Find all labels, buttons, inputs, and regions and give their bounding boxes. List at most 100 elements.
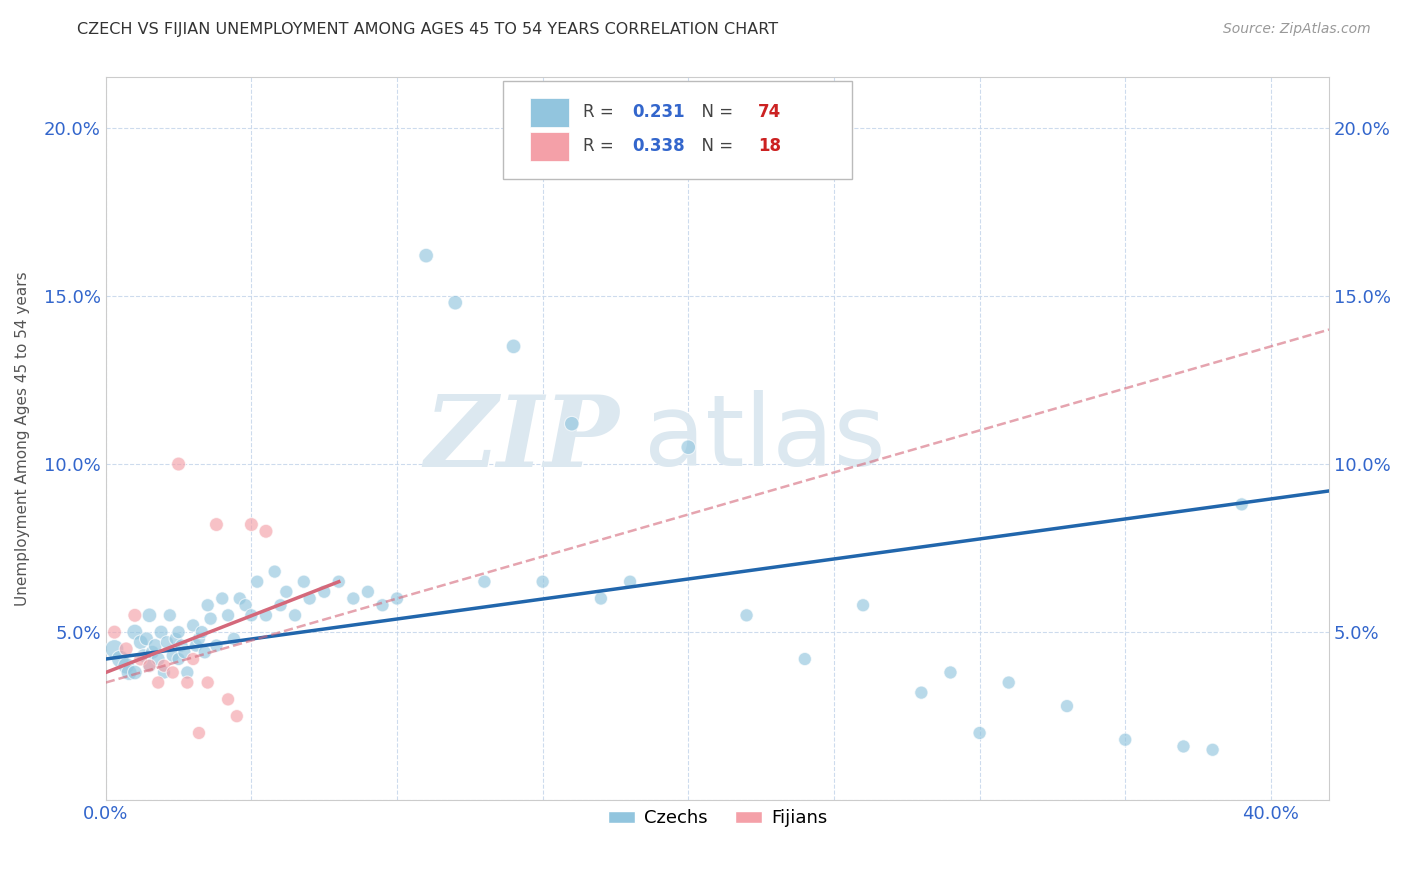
Point — [502, 339, 524, 353]
Point — [254, 608, 277, 623]
Point — [162, 648, 184, 663]
Point — [240, 608, 263, 623]
Point — [298, 591, 321, 606]
Point — [153, 658, 176, 673]
Point — [371, 599, 394, 613]
Point — [969, 726, 991, 740]
Point — [129, 652, 152, 666]
Point — [162, 665, 184, 680]
Point — [997, 675, 1019, 690]
Text: ZIP: ZIP — [425, 391, 620, 487]
Point — [1201, 743, 1223, 757]
Point — [181, 618, 204, 632]
Point — [141, 645, 163, 659]
Legend: Czechs, Fijians: Czechs, Fijians — [600, 802, 834, 835]
Point — [939, 665, 962, 680]
Point — [176, 675, 198, 690]
Point — [235, 599, 257, 613]
Point — [110, 652, 132, 666]
Point — [184, 639, 207, 653]
Text: 0.338: 0.338 — [631, 137, 685, 155]
Point — [124, 625, 146, 640]
Text: CZECH VS FIJIAN UNEMPLOYMENT AMONG AGES 45 TO 54 YEARS CORRELATION CHART: CZECH VS FIJIAN UNEMPLOYMENT AMONG AGES … — [77, 22, 779, 37]
Point — [276, 584, 298, 599]
Point — [225, 709, 247, 723]
Point — [150, 625, 173, 640]
Point — [793, 652, 815, 666]
FancyBboxPatch shape — [503, 81, 852, 178]
Point — [229, 591, 252, 606]
Text: R =: R = — [583, 103, 619, 121]
Point — [1230, 497, 1253, 511]
Point — [205, 639, 228, 653]
Point — [205, 517, 228, 532]
Point — [415, 249, 437, 263]
Text: N =: N = — [690, 137, 738, 155]
Text: Source: ZipAtlas.com: Source: ZipAtlas.com — [1223, 22, 1371, 37]
Point — [103, 642, 125, 657]
Point — [217, 608, 239, 623]
Point — [1056, 699, 1078, 714]
Point — [132, 648, 155, 663]
Point — [474, 574, 496, 589]
Point — [194, 645, 217, 659]
Point — [444, 295, 467, 310]
Point — [115, 658, 138, 673]
Point — [910, 686, 932, 700]
Point — [173, 645, 195, 659]
Point — [170, 639, 193, 653]
Point — [328, 574, 350, 589]
Point — [197, 599, 219, 613]
Text: atlas: atlas — [644, 391, 886, 487]
Point — [165, 632, 187, 646]
Point — [357, 584, 380, 599]
Point — [124, 665, 146, 680]
Point — [176, 665, 198, 680]
Point — [188, 632, 211, 646]
Point — [153, 665, 176, 680]
FancyBboxPatch shape — [530, 132, 569, 161]
Point — [118, 665, 141, 680]
Point — [167, 457, 190, 471]
Point — [619, 574, 641, 589]
Text: 18: 18 — [758, 137, 780, 155]
Point — [531, 574, 554, 589]
Point — [270, 599, 292, 613]
Y-axis label: Unemployment Among Ages 45 to 54 years: Unemployment Among Ages 45 to 54 years — [15, 271, 30, 607]
Point — [197, 675, 219, 690]
Point — [1114, 732, 1136, 747]
Point — [129, 635, 152, 649]
Point — [735, 608, 758, 623]
Point — [159, 608, 181, 623]
Point — [124, 608, 146, 623]
Point — [156, 635, 179, 649]
Point — [678, 440, 700, 454]
Point — [240, 517, 263, 532]
Point — [217, 692, 239, 706]
Text: 0.231: 0.231 — [631, 103, 685, 121]
Text: N =: N = — [690, 103, 738, 121]
Point — [138, 658, 160, 673]
Point — [135, 632, 157, 646]
Text: R =: R = — [583, 137, 619, 155]
Point — [115, 642, 138, 657]
Point — [148, 652, 170, 666]
Point — [188, 726, 211, 740]
Point — [284, 608, 307, 623]
Point — [589, 591, 612, 606]
Point — [314, 584, 336, 599]
Point — [254, 524, 277, 539]
Point — [103, 625, 125, 640]
Point — [138, 658, 160, 673]
Point — [342, 591, 364, 606]
Text: 74: 74 — [758, 103, 782, 121]
Point — [211, 591, 233, 606]
Point — [181, 652, 204, 666]
Point — [167, 625, 190, 640]
Point — [852, 599, 875, 613]
Point — [385, 591, 408, 606]
Point — [263, 565, 285, 579]
Point — [167, 652, 190, 666]
Point — [222, 632, 245, 646]
Point — [148, 675, 170, 690]
